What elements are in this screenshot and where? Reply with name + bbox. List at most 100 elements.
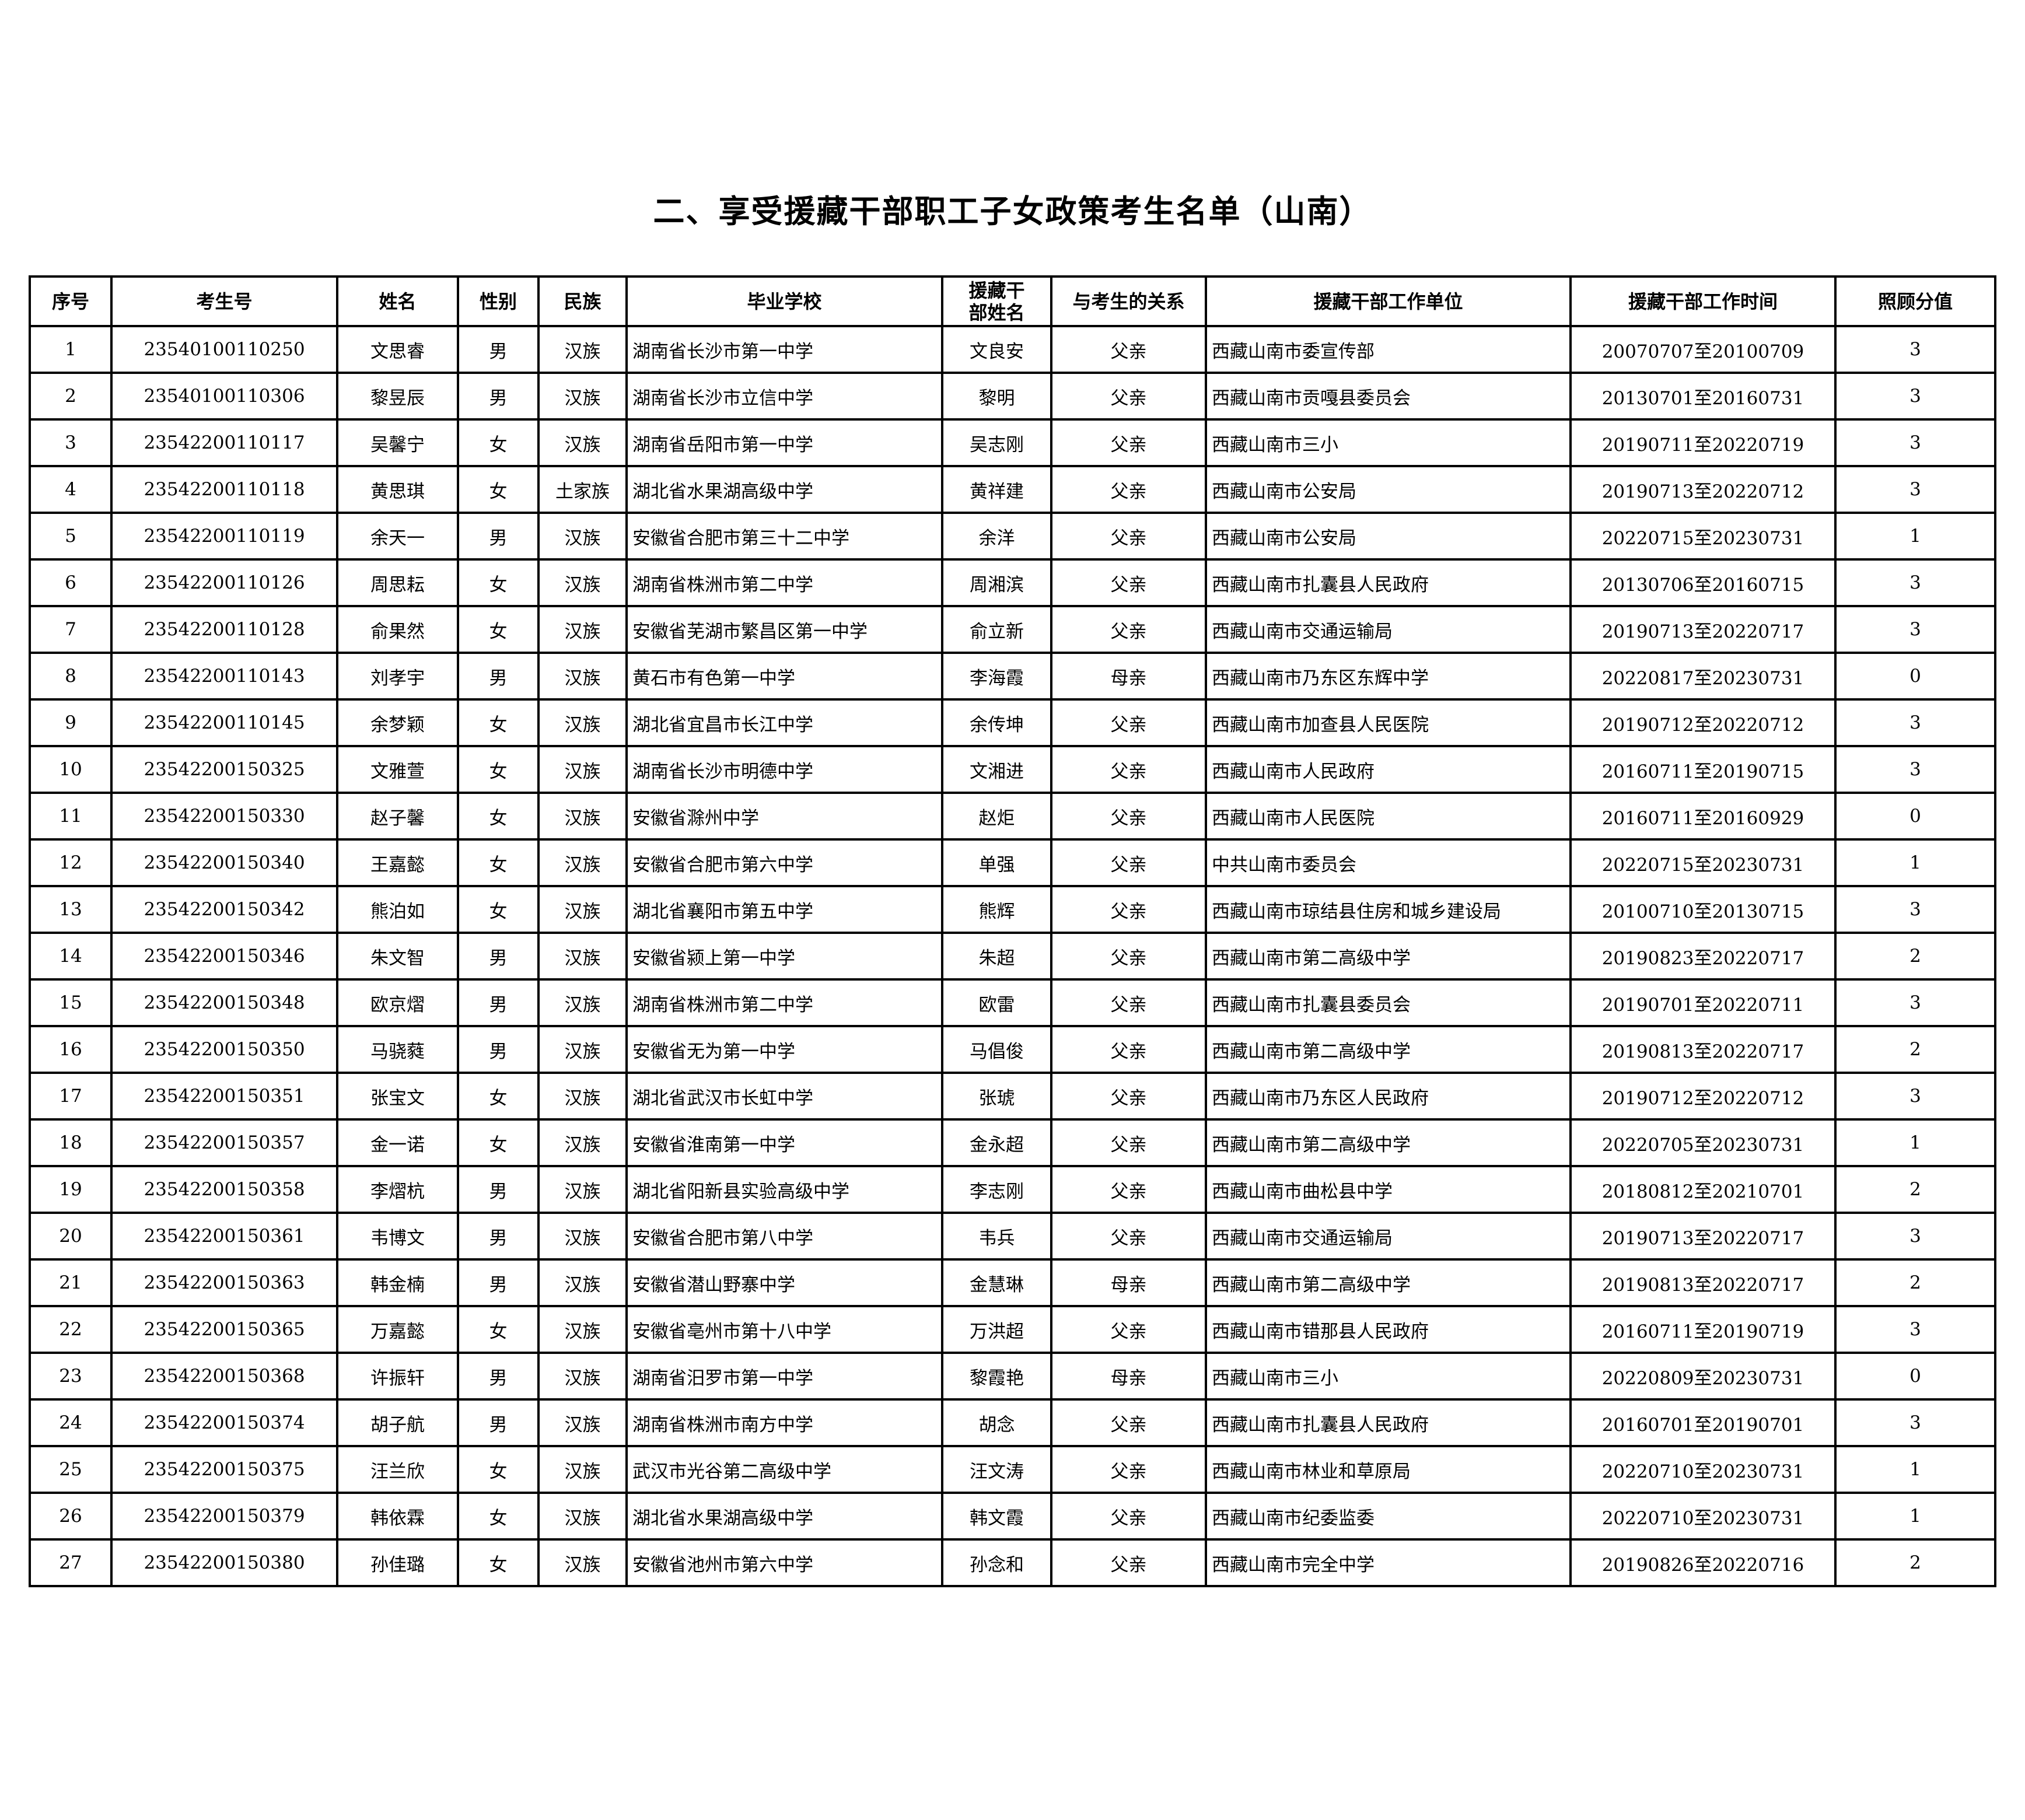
cell-col-ethnicity: 汉族 xyxy=(537,1445,628,1494)
cell-col-work-unit: 西藏山南市三小 xyxy=(1205,1352,1572,1401)
cell-col-index: 9 xyxy=(29,698,113,747)
header-col-name: 姓名 xyxy=(336,275,459,327)
cell-col-index: 6 xyxy=(29,558,113,607)
cell-col-relation: 父亲 xyxy=(1050,558,1207,607)
cell-col-gender: 女 xyxy=(457,418,540,467)
cell-col-ethnicity: 汉族 xyxy=(537,1538,628,1587)
table-row: 22 23542200150365 万嘉懿女汉族 安徽省亳州市第十八中学 万洪超 父亲 西藏… xyxy=(29,1305,1996,1354)
cell-col-bonus-points: 3 xyxy=(1834,418,1996,467)
cell-col-name: 万嘉懿 xyxy=(336,1305,459,1354)
cell-col-relation: 父亲 xyxy=(1050,512,1207,561)
cell-col-ethnicity: 汉族 xyxy=(537,932,628,981)
cell-col-name: 余天一 xyxy=(336,512,459,561)
cell-col-index: 22 xyxy=(29,1305,113,1354)
cell-col-index: 10 xyxy=(29,745,113,794)
cell-col-exam-number: 23542200110126 xyxy=(110,558,338,607)
cell-col-relation: 父亲 xyxy=(1050,885,1207,934)
cell-col-school: 湖南省株洲市第二中学 xyxy=(625,978,943,1027)
cell-col-bonus-points: 1 xyxy=(1834,838,1996,887)
header-col-ethnicity: 民族 xyxy=(537,275,628,327)
cell-col-relation: 父亲 xyxy=(1050,1118,1207,1167)
cell-col-bonus-points: 3 xyxy=(1834,605,1996,654)
cell-col-relation: 父亲 xyxy=(1050,325,1207,374)
cell-col-exam-number: 23542200150348 xyxy=(110,978,338,1027)
cell-col-name: 韩金楠 xyxy=(336,1258,459,1307)
cell-col-school: 安徽省芜湖市繁昌区第一中学 xyxy=(625,605,943,654)
cell-col-ethnicity: 汉族 xyxy=(537,1072,628,1121)
cell-col-relation: 父亲 xyxy=(1050,418,1207,467)
cell-col-cadre-name: 李志刚 xyxy=(941,1165,1052,1214)
cell-col-work-period: 20190713至20220717 xyxy=(1569,605,1837,654)
cell-col-school: 湖北省阳新县实验高级中学 xyxy=(625,1165,943,1214)
cell-col-exam-number: 23542200150380 xyxy=(110,1538,338,1587)
cell-col-ethnicity: 汉族 xyxy=(537,1492,628,1541)
cell-col-index: 13 xyxy=(29,885,113,934)
cell-col-work-unit: 西藏山南市扎囊县人民政府 xyxy=(1205,558,1572,607)
cell-col-gender: 男 xyxy=(457,932,540,981)
table-row: 2 23540100110306 黎昱辰男汉族 湖南省长沙市立信中学 黎明 父亲 西藏山南市… xyxy=(29,372,1996,421)
cell-col-work-period: 20130701至20160731 xyxy=(1569,372,1837,421)
cell-col-work-period: 20220809至20230731 xyxy=(1569,1352,1837,1401)
table-row: 25 23542200150375 汪兰欣女汉族 武汉市光谷第二高级中学 汪文涛 父亲 西藏… xyxy=(29,1445,1996,1494)
cell-col-work-period: 20190712至20220712 xyxy=(1569,698,1837,747)
cell-col-bonus-points: 3 xyxy=(1834,885,1996,934)
table-body: 1 23540100110250 文思睿男汉族 湖南省长沙市第一中学 文良安 父亲 西藏山南… xyxy=(29,325,1996,1587)
cell-col-ethnicity: 汉族 xyxy=(537,698,628,747)
table-row: 20 23542200150361 韦博文男汉族 安徽省合肥市第八中学 韦兵 父亲 西藏山南… xyxy=(29,1212,1996,1261)
cell-col-index: 12 xyxy=(29,838,113,887)
cell-col-gender: 女 xyxy=(457,1445,540,1494)
cell-col-school: 安徽省潜山野寨中学 xyxy=(625,1258,943,1307)
cell-col-work-unit: 西藏山南市第二高级中学 xyxy=(1205,1025,1572,1074)
table-row: 3 23542200110117 吴馨宁女汉族 湖南省岳阳市第一中学 吴志刚 父亲 西藏山南… xyxy=(29,418,1996,467)
cell-col-school: 湖南省汨罗市第一中学 xyxy=(625,1352,943,1401)
cell-col-index: 7 xyxy=(29,605,113,654)
cell-col-bonus-points: 3 xyxy=(1834,558,1996,607)
cell-col-exam-number: 23542200150368 xyxy=(110,1352,338,1401)
cell-col-work-unit: 西藏山南市琼结县住房和城乡建设局 xyxy=(1205,885,1572,934)
cell-col-bonus-points: 2 xyxy=(1834,1538,1996,1587)
cell-col-school: 安徽省池州市第六中学 xyxy=(625,1538,943,1587)
cell-col-gender: 女 xyxy=(457,1492,540,1541)
table-row: 19 23542200150358 李熠杭男汉族 湖北省阳新县实验高级中学 李志刚 父亲西… xyxy=(29,1165,1996,1214)
cell-col-name: 汪兰欣 xyxy=(336,1445,459,1494)
header-col-cadre-name: 援藏干部姓名 xyxy=(941,275,1052,327)
cell-col-bonus-points: 2 xyxy=(1834,932,1996,981)
cell-col-cadre-name: 黎霞艳 xyxy=(941,1352,1052,1401)
cell-col-cadre-name: 吴志刚 xyxy=(941,418,1052,467)
cell-col-name: 王嘉懿 xyxy=(336,838,459,887)
cell-col-bonus-points: 2 xyxy=(1834,1258,1996,1307)
header-col-work-unit: 援藏干部工作单位 xyxy=(1205,275,1572,327)
table-row: 27 23542200150380 孙佳璐女汉族 安徽省池州市第六中学 孙念和 父亲 西藏山… xyxy=(29,1538,1996,1587)
cell-col-cadre-name: 余洋 xyxy=(941,512,1052,561)
cell-col-index: 21 xyxy=(29,1258,113,1307)
cell-col-relation: 父亲 xyxy=(1050,1398,1207,1447)
cell-col-name: 吴馨宁 xyxy=(336,418,459,467)
cell-col-work-unit: 西藏山南市第二高级中学 xyxy=(1205,932,1572,981)
cell-col-ethnicity: 汉族 xyxy=(537,1258,628,1307)
cell-col-bonus-points: 1 xyxy=(1834,1118,1996,1167)
cell-col-work-unit: 西藏山南市扎囊县人民政府 xyxy=(1205,1398,1572,1447)
cell-col-cadre-name: 胡念 xyxy=(941,1398,1052,1447)
cell-col-work-period: 20180812至20210701 xyxy=(1569,1165,1837,1214)
cell-col-cadre-name: 赵炬 xyxy=(941,792,1052,841)
cell-col-cadre-name: 单强 xyxy=(941,838,1052,887)
cell-col-exam-number: 23540100110250 xyxy=(110,325,338,374)
cell-col-relation: 父亲 xyxy=(1050,1025,1207,1074)
cell-col-cadre-name: 周湘滨 xyxy=(941,558,1052,607)
cell-col-work-unit: 西藏山南市第二高级中学 xyxy=(1205,1118,1572,1167)
cell-col-index: 27 xyxy=(29,1538,113,1587)
header-col-work-period: 援藏干部工作时间 xyxy=(1569,275,1837,327)
cell-col-bonus-points: 3 xyxy=(1834,745,1996,794)
cell-col-work-unit: 西藏山南市交通运输局 xyxy=(1205,1212,1572,1261)
cell-col-ethnicity: 汉族 xyxy=(537,1352,628,1401)
cell-col-index: 11 xyxy=(29,792,113,841)
cell-col-relation: 父亲 xyxy=(1050,465,1207,514)
cell-col-cadre-name: 熊辉 xyxy=(941,885,1052,934)
cell-col-name: 黄思琪 xyxy=(336,465,459,514)
cell-col-cadre-name: 李海霞 xyxy=(941,652,1052,701)
cell-col-school: 湖北省水果湖高级中学 xyxy=(625,1492,943,1541)
cell-col-cadre-name: 金永超 xyxy=(941,1118,1052,1167)
cell-col-gender: 男 xyxy=(457,978,540,1027)
cell-col-work-unit: 西藏山南市完全中学 xyxy=(1205,1538,1572,1587)
cell-col-exam-number: 23542200150346 xyxy=(110,932,338,981)
